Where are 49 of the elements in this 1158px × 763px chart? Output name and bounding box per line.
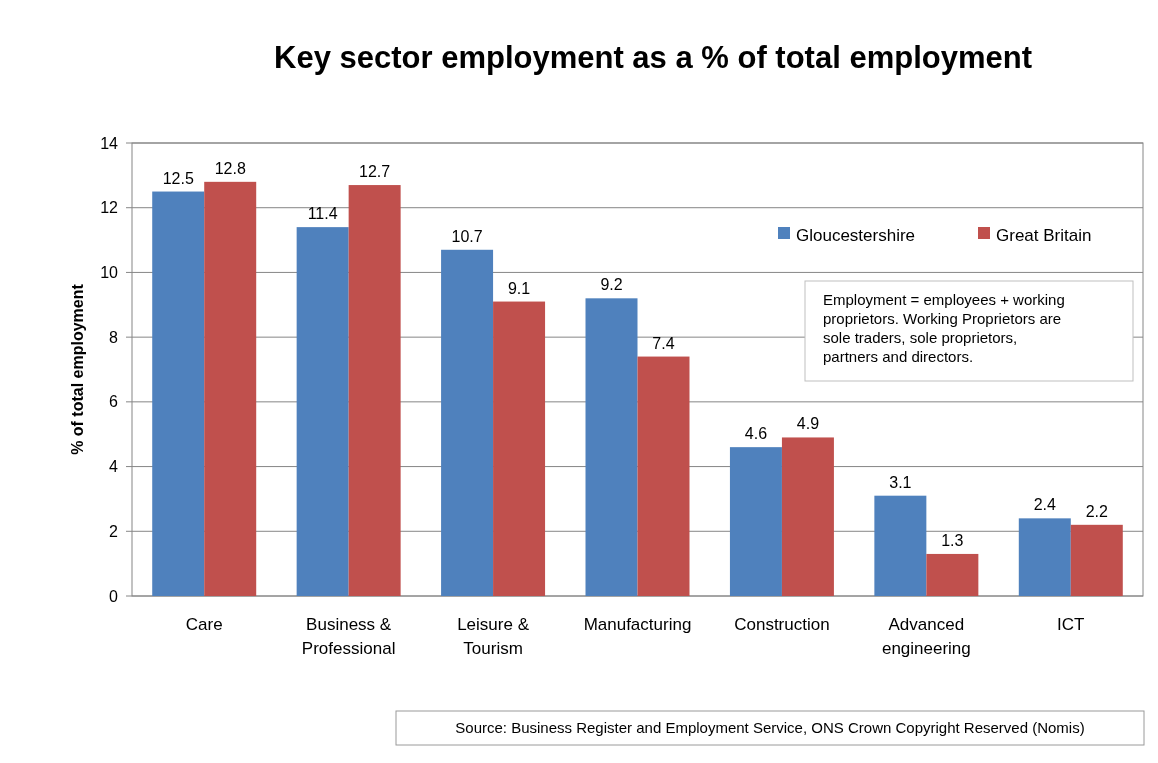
bar [781, 437, 834, 596]
data-label: 1.3 [941, 531, 964, 549]
y-tick-label: 6 [109, 393, 119, 411]
bar [585, 298, 638, 596]
bar [729, 447, 782, 596]
data-label: 3.1 [889, 473, 912, 491]
bar [204, 181, 257, 596]
data-label: 9.1 [507, 279, 531, 297]
x-tick-label: Construction [734, 615, 830, 634]
y-tick-label: 14 [100, 134, 119, 152]
y-tick-label: 4 [109, 458, 119, 476]
bar [926, 553, 979, 596]
data-label: 12.7 [359, 163, 391, 181]
data-label: 11.4 [307, 205, 338, 223]
x-tick-label: Manufacturing [583, 615, 692, 634]
data-label: 10.7 [451, 227, 483, 245]
x-tick-label: Leisure & Tourism [457, 615, 530, 658]
y-tick-label: 0 [109, 587, 119, 605]
bar [152, 191, 205, 596]
data-label: 12.5 [162, 169, 194, 187]
chart-title: Key sector employment as a % of total employment [274, 40, 1032, 75]
data-label: 4.9 [796, 415, 820, 433]
data-label: 2.4 [1033, 496, 1057, 514]
bar [874, 495, 927, 596]
bar [296, 227, 349, 596]
bar [637, 356, 690, 596]
annotation: Employment = employees + working proprietors. Working Proprietors are sole traders, sole proprietors, partners and directors. [823, 291, 1065, 365]
x-tick-label: ICT [1057, 615, 1085, 634]
legend-label: Great Britain [996, 226, 1092, 246]
x-tick-label: Care [185, 615, 223, 634]
y-tick-label: 10 [100, 264, 119, 282]
y-axis-title: % of total employment [69, 283, 86, 455]
data-label: 2.2 [1085, 502, 1108, 520]
bar [493, 301, 546, 596]
source-note: Source: Business Register and Employment Service, ONS Crown Copyright Reserved (Nomis) [455, 719, 1085, 737]
data-label: 9.2 [600, 276, 623, 294]
x-tick-label: Advanced engineering [881, 615, 971, 658]
legend-label: Gloucestershire [796, 226, 916, 246]
bar [1070, 524, 1123, 596]
data-label: 12.8 [214, 159, 246, 177]
bar [1018, 518, 1071, 596]
bar [348, 185, 401, 596]
y-tick-label: 2 [109, 522, 119, 540]
bar [441, 249, 494, 596]
x-tick-label: Business & Professional [301, 615, 396, 658]
data-label: 4.6 [744, 425, 768, 443]
y-tick-label: 8 [109, 328, 119, 346]
y-tick-label: 12 [100, 199, 119, 217]
data-label: 7.4 [652, 334, 675, 352]
